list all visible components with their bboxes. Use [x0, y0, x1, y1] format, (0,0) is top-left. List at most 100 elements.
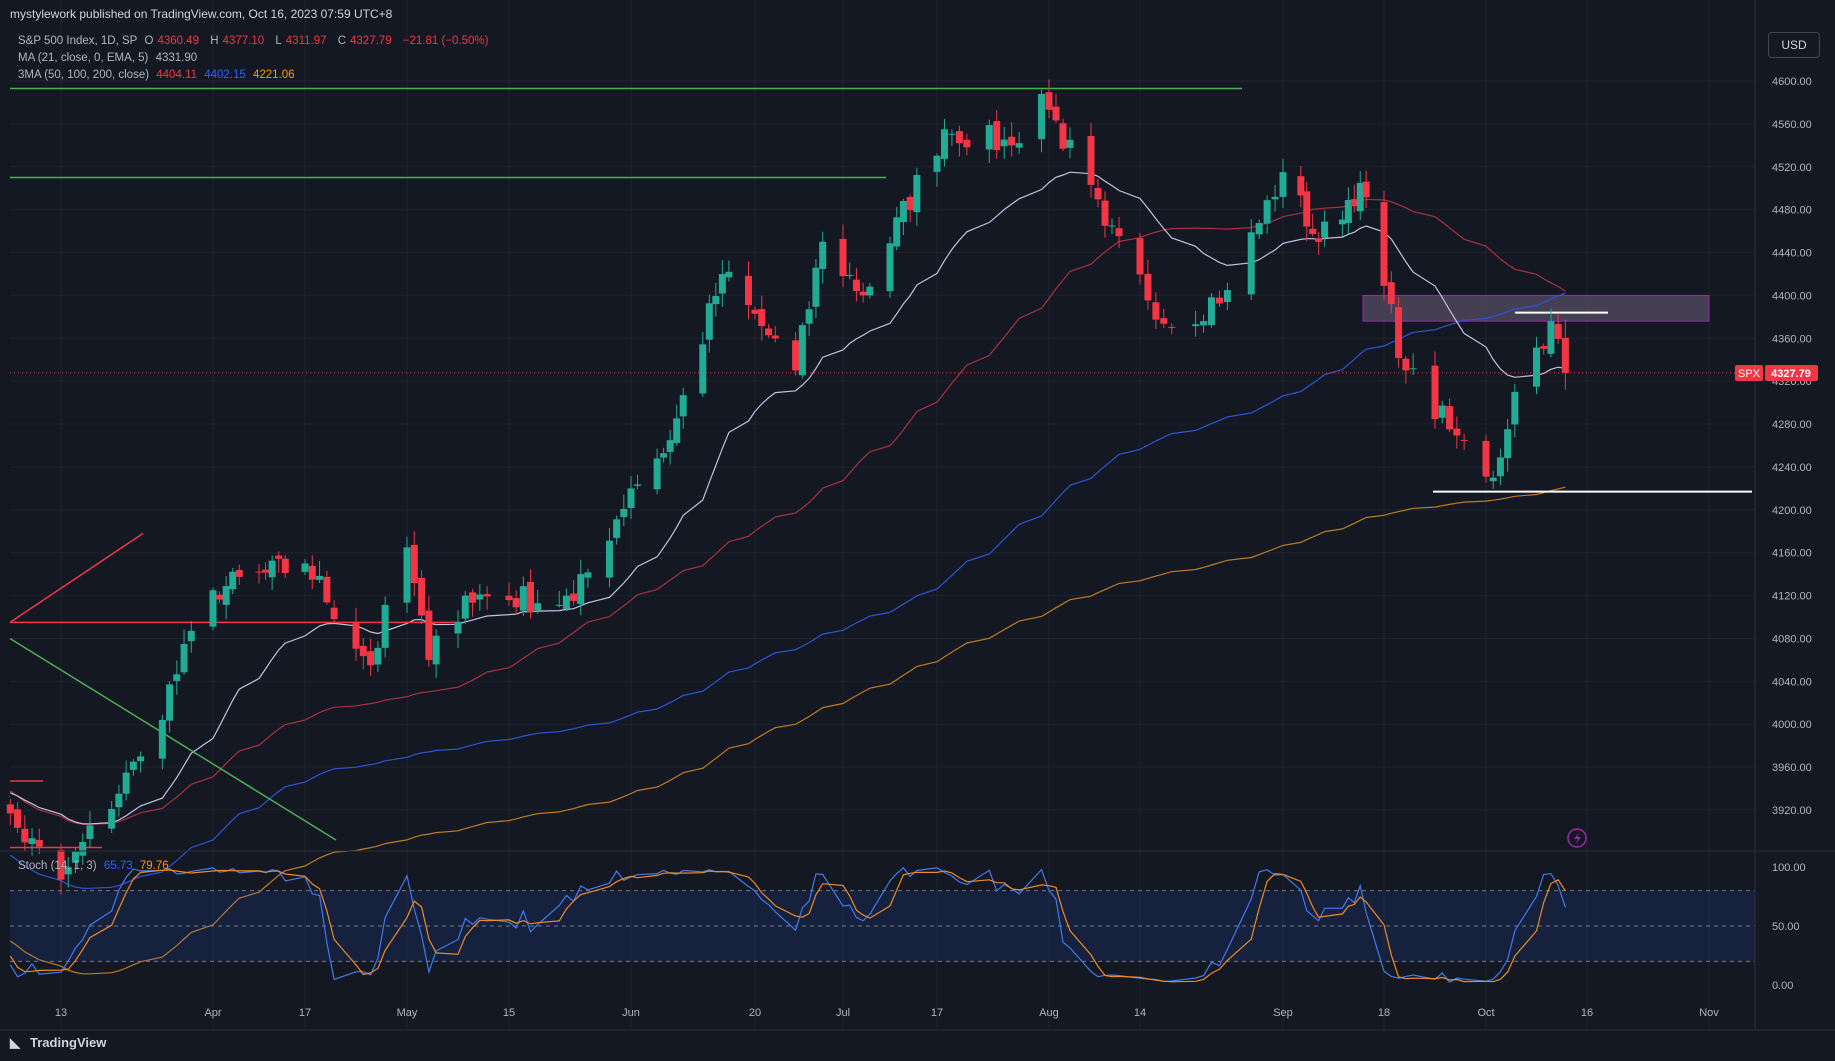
- candle: [933, 153, 941, 187]
- candle: [323, 570, 331, 605]
- candle: [577, 559, 585, 616]
- candle: [805, 301, 813, 337]
- candle: [985, 119, 993, 163]
- candle: [1511, 383, 1519, 438]
- candle: [866, 282, 874, 299]
- candle: [1303, 181, 1311, 242]
- candle: [584, 568, 592, 588]
- candle: [64, 856, 72, 888]
- candle: [469, 588, 477, 617]
- y-tick-label: 4600.00: [1772, 76, 1812, 88]
- candle: [758, 295, 766, 341]
- candle: [268, 555, 276, 590]
- candle: [1395, 296, 1403, 368]
- x-tick-label: 15: [503, 1007, 515, 1019]
- currency-button[interactable]: USD: [1768, 32, 1820, 58]
- legend-sma200: 4221.06: [252, 69, 295, 81]
- candle: [483, 586, 491, 610]
- candle: [1489, 470, 1497, 489]
- sma50-line: [9, 198, 1566, 825]
- candle: [1115, 217, 1123, 249]
- legend-close: 4327.79: [350, 35, 392, 47]
- legend-ma-value: 4331.90: [155, 52, 198, 64]
- candle: [893, 206, 901, 251]
- candle: [712, 282, 720, 317]
- candle: [108, 801, 116, 833]
- candle: [6, 799, 14, 825]
- candle: [765, 323, 773, 338]
- x-tick-label: Sep: [1273, 1007, 1293, 1019]
- candle: [129, 759, 137, 776]
- candle: [1087, 122, 1095, 198]
- candle: [527, 569, 535, 619]
- candle: [798, 322, 806, 379]
- candle: [454, 610, 462, 648]
- candle: [1460, 433, 1468, 451]
- candle: [352, 607, 360, 661]
- candle: [222, 576, 230, 620]
- candle: [1223, 282, 1231, 311]
- candle: [605, 528, 613, 588]
- trend-line[interactable]: [9, 532, 144, 624]
- candle: [1554, 313, 1562, 344]
- candle: [1208, 293, 1215, 328]
- candle: [403, 536, 411, 613]
- candle: [1144, 259, 1152, 310]
- candle: [562, 588, 570, 612]
- legend-sma100: 4402.15: [204, 69, 246, 81]
- y-tick-label: 4040.00: [1772, 676, 1812, 688]
- brand-text: TradingView: [30, 1035, 107, 1050]
- candle: [262, 562, 270, 581]
- candle: [1059, 118, 1067, 152]
- candle: [1066, 127, 1074, 159]
- candle: [1431, 351, 1439, 429]
- candle: [1438, 400, 1446, 424]
- candle: [940, 118, 948, 167]
- legend-low: 4311.97: [285, 35, 327, 47]
- candle: [679, 387, 687, 429]
- y-tick-label: 4560.00: [1772, 119, 1812, 131]
- candle: [1387, 271, 1395, 314]
- candle: [1482, 434, 1490, 483]
- publisher-header: mystylework published on TradingView.com…: [10, 7, 393, 21]
- tradingview-logo[interactable]: ◣ TradingView: [10, 1035, 106, 1051]
- x-tick-label: 17: [299, 1007, 311, 1019]
- legend-o-label: O: [144, 35, 154, 47]
- candle: [122, 760, 130, 801]
- candle: [281, 555, 289, 578]
- candle: [1380, 190, 1388, 301]
- resistance-zone[interactable]: [1362, 294, 1710, 322]
- candle: [79, 833, 87, 865]
- candle: [1215, 290, 1223, 307]
- candle: [1015, 131, 1023, 154]
- y-tick-label: 4080.00: [1772, 633, 1812, 645]
- candle: [235, 564, 243, 585]
- legend-main: S&P 500 Index, 1D, SP O 4360.49 H 4377.10 …: [18, 35, 492, 47]
- candle: [229, 567, 237, 595]
- candle: [461, 590, 469, 624]
- candle: [1008, 122, 1016, 157]
- candle: [666, 429, 674, 465]
- trend-line[interactable]: [9, 637, 337, 841]
- candle: [963, 133, 971, 156]
- candle: [1094, 178, 1102, 208]
- y-tick-label: 4120.00: [1772, 591, 1812, 603]
- x-tick-label: Jul: [836, 1007, 850, 1019]
- x-tick-label: 16: [1581, 1007, 1593, 1019]
- candle: [744, 261, 752, 320]
- candle: [505, 582, 513, 606]
- alert-icon[interactable]: [1567, 828, 1587, 848]
- x-tick-label: 17: [931, 1007, 943, 1019]
- candle: [1200, 314, 1208, 333]
- candle: [725, 260, 733, 282]
- candle: [330, 600, 338, 623]
- y-tick-label: 4440.00: [1772, 248, 1812, 260]
- candle: [173, 660, 181, 695]
- legend-stoch-k: 65.73: [103, 860, 133, 872]
- legend-symbol: S&P 500 Index, 1D, SP: [18, 35, 138, 47]
- y-tick-label: 4360.00: [1772, 333, 1812, 345]
- candle: [1350, 184, 1358, 213]
- candle: [852, 268, 860, 302]
- candle: [519, 576, 527, 616]
